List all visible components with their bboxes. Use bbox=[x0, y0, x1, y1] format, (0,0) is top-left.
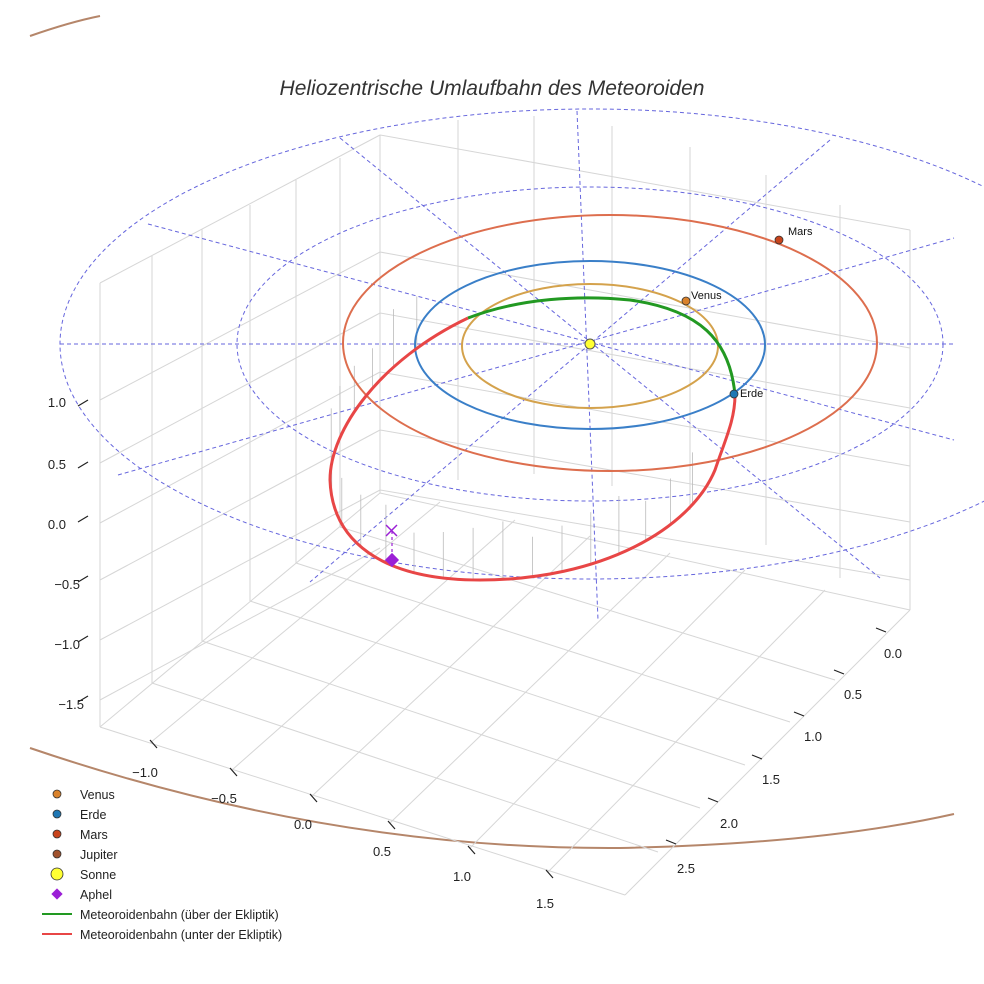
legend-marker-aphel bbox=[51, 888, 63, 900]
y-tick-label: 2.0 bbox=[720, 816, 738, 831]
z-tick-label: 0.0 bbox=[48, 517, 66, 532]
x-tick-label: 1.5 bbox=[536, 896, 554, 911]
drop-lines bbox=[330, 296, 693, 580]
mars-label: Mars bbox=[788, 226, 813, 238]
legend-label: Meteoroidenbahn (unter der Ekliptik) bbox=[80, 928, 282, 942]
pane-grid bbox=[99, 116, 911, 896]
jupiter-orbit bbox=[29, 15, 955, 850]
y-tick-label: 0.5 bbox=[844, 687, 862, 702]
z-tick-label: 1.0 bbox=[48, 395, 66, 410]
mars-marker bbox=[774, 235, 784, 245]
x-axis-ticks bbox=[149, 739, 554, 879]
meteoroid-orbit-above bbox=[467, 296, 737, 396]
x-tick-label: −0.5 bbox=[211, 791, 237, 806]
y-axis-ticks bbox=[665, 627, 887, 845]
z-tick-label: −0.5 bbox=[54, 577, 80, 592]
legend-marker-erde bbox=[52, 809, 62, 819]
venus-label: Venus bbox=[691, 290, 722, 302]
earth-label: Erde bbox=[740, 388, 763, 400]
x-tick-label: −1.0 bbox=[132, 765, 158, 780]
x-tick-label: 1.0 bbox=[453, 869, 471, 884]
legend-label: Aphel bbox=[80, 888, 112, 902]
earth-orbit bbox=[414, 260, 766, 430]
z-tick-labels: 1.0 0.5 0.0 −0.5 −1.0 −1.5 bbox=[48, 395, 84, 712]
legend-label: Meteoroidenbahn (über der Ekliptik) bbox=[80, 908, 279, 922]
legend-marker-sonne bbox=[50, 867, 64, 881]
legend: Venus Erde Mars Jupiter Sonne Aphel Mete… bbox=[42, 788, 282, 942]
y-tick-label: 1.0 bbox=[804, 729, 822, 744]
aphelion-marker bbox=[384, 552, 400, 568]
legend-label: Jupiter bbox=[80, 848, 118, 862]
legend-label: Mars bbox=[80, 828, 108, 842]
legend-label: Sonne bbox=[80, 868, 116, 882]
z-tick-label: −1.0 bbox=[54, 637, 80, 652]
legend-marker-jupiter bbox=[52, 849, 62, 859]
z-tick-label: −1.5 bbox=[58, 697, 84, 712]
y-tick-label: 0.0 bbox=[884, 646, 902, 661]
aphelion-projection-cross bbox=[385, 524, 398, 537]
y-tick-label: 2.5 bbox=[677, 861, 695, 876]
y-tick-labels: 0.0 0.5 1.0 1.5 2.0 2.5 bbox=[677, 646, 902, 876]
x-tick-labels: −1.0 −0.5 0.0 0.5 1.0 1.5 bbox=[132, 765, 554, 911]
y-tick-label: 1.5 bbox=[762, 772, 780, 787]
legend-marker-venus bbox=[52, 789, 62, 799]
earth-marker bbox=[729, 389, 739, 399]
legend-label: Erde bbox=[80, 808, 106, 822]
z-axis-ticks bbox=[77, 399, 89, 703]
meteoroid-orbit-below bbox=[328, 316, 737, 582]
x-tick-label: 0.0 bbox=[294, 817, 312, 832]
legend-marker-mars bbox=[52, 829, 62, 839]
ecliptic-grid bbox=[59, 108, 984, 621]
z-tick-label: 0.5 bbox=[48, 457, 66, 472]
chart-title: Heliozentrische Umlaufbahn des Meteoroid… bbox=[280, 77, 705, 100]
venus-marker bbox=[681, 296, 691, 306]
legend-label: Venus bbox=[80, 788, 115, 802]
mars-orbit bbox=[342, 214, 878, 472]
x-tick-label: 0.5 bbox=[373, 844, 391, 859]
sun-marker bbox=[584, 338, 596, 350]
